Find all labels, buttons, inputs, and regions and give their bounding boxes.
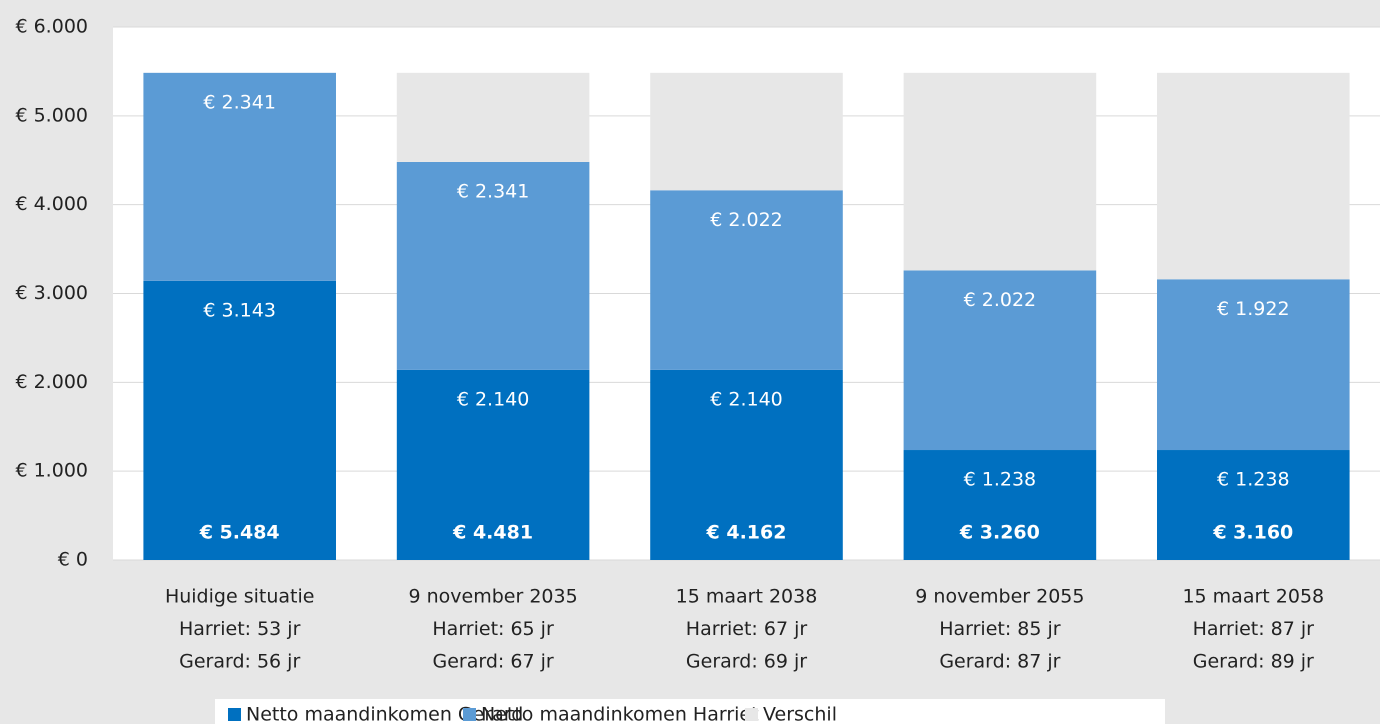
total-label: € 3.160 — [1212, 522, 1293, 544]
legend-swatch — [745, 708, 758, 721]
x-tick-label: Harriet: 65 jr — [432, 618, 554, 640]
x-tick-label: 15 maart 2058 — [1182, 586, 1324, 608]
y-tick-label: € 2.000 — [15, 371, 88, 393]
bar-segment — [143, 72, 336, 281]
value-label: € 2.022 — [710, 209, 783, 231]
bar-segment — [650, 369, 843, 560]
value-label: € 1.922 — [1217, 298, 1290, 320]
total-label: € 4.481 — [452, 522, 533, 544]
x-tick-label: Huidige situatie — [165, 586, 314, 608]
bar-segment — [1157, 279, 1350, 451]
value-label: € 2.341 — [203, 91, 276, 113]
bar-segment — [396, 72, 590, 162]
value-label: € 2.140 — [457, 388, 530, 410]
value-label: € 2.140 — [710, 388, 783, 410]
x-tick-label: 9 november 2035 — [408, 586, 577, 608]
y-tick-label: € 3.000 — [15, 282, 88, 304]
bar-segment — [143, 280, 336, 560]
bar-segment — [1157, 72, 1350, 280]
x-tick-label: Gerard: 56 jr — [179, 651, 300, 673]
y-tick-label: € 5.000 — [15, 104, 88, 126]
legend-swatch — [463, 708, 476, 721]
total-label: € 5.484 — [199, 522, 280, 544]
legend-label: Verschil — [763, 704, 837, 724]
x-tick-label: 9 november 2055 — [915, 586, 1084, 608]
y-tick-label: € 1.000 — [15, 460, 88, 482]
x-tick-label: Gerard: 89 jr — [1193, 651, 1314, 673]
bar-segment — [650, 190, 843, 370]
legend-swatch — [228, 708, 241, 721]
x-tick-label: Harriet: 87 jr — [1193, 618, 1315, 640]
y-tick-label: € 4.000 — [15, 193, 88, 215]
y-tick-label: € 0 — [58, 549, 88, 571]
x-tick-label: Harriet: 53 jr — [179, 618, 301, 640]
x-tick-label: Gerard: 87 jr — [939, 651, 1060, 673]
bar-segment — [903, 72, 1097, 271]
bar-segment — [903, 450, 1097, 560]
legend-label: Netto maandinkomen Harriet — [481, 704, 759, 724]
x-tick-label: Harriet: 67 jr — [686, 618, 808, 640]
y-tick-label: € 6.000 — [15, 16, 88, 38]
x-tick-label: Gerard: 69 jr — [686, 651, 807, 673]
x-tick-label: 15 maart 2038 — [676, 586, 818, 608]
x-tick-label: Harriet: 85 jr — [939, 618, 1061, 640]
value-label: € 1.238 — [964, 469, 1037, 491]
bar-segment — [903, 270, 1097, 451]
value-label: € 2.341 — [457, 180, 530, 202]
bar-segment — [650, 72, 843, 191]
value-label: € 2.022 — [964, 289, 1037, 311]
total-label: € 4.162 — [706, 522, 787, 544]
value-label: € 1.238 — [1217, 469, 1290, 491]
legend-label: Netto maandinkomen Gerard — [246, 704, 523, 724]
value-label: € 3.143 — [203, 299, 276, 321]
legend-box — [215, 699, 1165, 724]
bar-segment — [1157, 450, 1350, 560]
bar-segment — [396, 369, 590, 560]
bar-segment — [396, 161, 590, 370]
total-label: € 3.260 — [959, 522, 1040, 544]
x-tick-label: Gerard: 67 jr — [433, 651, 554, 673]
